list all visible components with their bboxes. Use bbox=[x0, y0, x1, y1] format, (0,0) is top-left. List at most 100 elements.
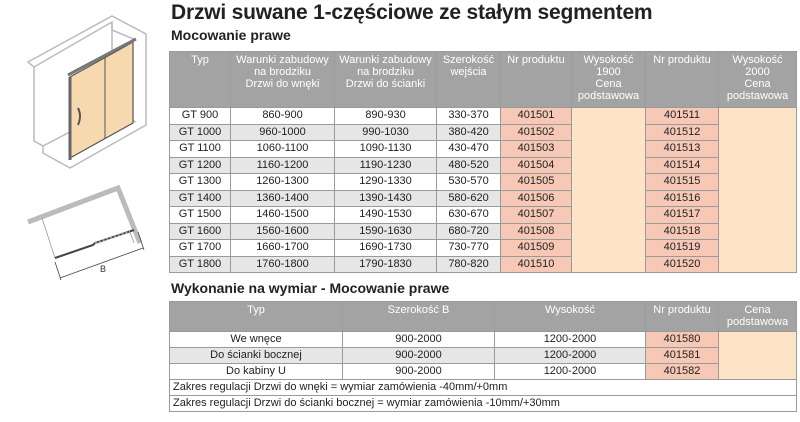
table-row: GT 1500 1460-1500 1490-1530 630-670 401507 40… bbox=[169, 206, 797, 224]
table-cell: 1560-1600 bbox=[230, 222, 335, 240]
product-number-cell: 401516 bbox=[645, 189, 719, 207]
table-row: GT 1700 1660-1700 1690-1730 730-770 401509 40… bbox=[169, 239, 797, 257]
table-cell: 1790-1830 bbox=[334, 255, 437, 273]
table-cell: GT 900 bbox=[169, 107, 231, 125]
product-number-cell: 401504 bbox=[500, 156, 572, 174]
price-cell bbox=[571, 107, 646, 273]
product-number-cell: 401514 bbox=[645, 156, 719, 174]
table-cell: 480-520 bbox=[436, 156, 501, 174]
product-number-cell: 401503 bbox=[500, 140, 572, 158]
table-cell: 1200-2000 bbox=[494, 331, 646, 348]
column-header: Nr produktu bbox=[500, 51, 572, 108]
table-cell: 1660-1700 bbox=[230, 239, 335, 257]
table-cell: GT 1600 bbox=[169, 222, 231, 240]
table-cell: 890-930 bbox=[334, 107, 437, 125]
table-cell: 900-2000 bbox=[342, 363, 495, 380]
table-cell: 1360-1400 bbox=[230, 189, 335, 207]
column-header: Wysokość 1900 Cena podstawowa bbox=[571, 51, 646, 108]
product-number-cell: 401581 bbox=[645, 347, 719, 364]
column-header: Cena podstawowa bbox=[718, 301, 797, 332]
page-title: Drzwi suwane 1-częściowe ze stałym segme… bbox=[171, 1, 653, 24]
table-cell: 380-420 bbox=[436, 123, 501, 141]
product-number-cell: 401520 bbox=[645, 255, 719, 273]
table-cell: 1490-1530 bbox=[334, 206, 437, 224]
product-number-cell: 401501 bbox=[500, 107, 572, 125]
product-number-cell: 401512 bbox=[645, 123, 719, 141]
table-cell: 780-820 bbox=[436, 255, 501, 273]
table-cell: 1690-1730 bbox=[334, 239, 437, 257]
table-row: GT 900 860-900 890-930 330-370 401501 401511 bbox=[169, 107, 797, 273]
section1-title: Mocowanie prawe bbox=[171, 27, 291, 43]
table-cell: 990-1030 bbox=[334, 123, 437, 141]
table-cell: 430-470 bbox=[436, 140, 501, 158]
table-row: We wnęce 900-2000 1200-2000 401580 bbox=[169, 331, 797, 380]
column-header: Szerokość wejścia bbox=[436, 51, 501, 108]
table-cell: GT 1800 bbox=[169, 255, 231, 273]
table-row: Do kabiny U 900-2000 1200-2000 401582 bbox=[169, 363, 797, 380]
table-row: GT 1200 1160-1200 1190-1230 480-520 401504 40… bbox=[169, 156, 797, 174]
column-header: Typ bbox=[169, 301, 343, 332]
table-cell: 1290-1330 bbox=[334, 173, 437, 191]
table-cell: 530-570 bbox=[436, 173, 501, 191]
dimension-label-b: B bbox=[100, 264, 106, 274]
product-number-cell: 401507 bbox=[500, 206, 572, 224]
table-cell: 630-670 bbox=[436, 206, 501, 224]
adjustment-note: Zakres regulacji Drzwi do ścianki boczne… bbox=[169, 395, 797, 412]
table-cell: 960-1000 bbox=[230, 123, 335, 141]
table-cell: 1390-1430 bbox=[334, 189, 437, 207]
table-cell: 860-900 bbox=[230, 107, 335, 125]
table-cell: 1760-1800 bbox=[230, 255, 335, 273]
table-cell: 1200-2000 bbox=[494, 347, 646, 364]
table-row: GT 1100 1060-1100 1090-1130 430-470 401503 40… bbox=[169, 140, 797, 158]
column-header: Szerokość B bbox=[342, 301, 495, 332]
note-row: Zakres regulacji Drzwi do wnęki = wymiar… bbox=[169, 379, 797, 396]
table-row: Do ścianki bocznej 900-2000 1200-2000 40158… bbox=[169, 347, 797, 364]
product-number-cell: 401518 bbox=[645, 222, 719, 240]
shower-door-illustration: B bbox=[26, 15, 147, 281]
table-row: GT 1800 1760-1800 1790-1830 780-820 401510 40… bbox=[169, 255, 797, 273]
product-number-cell: 401506 bbox=[500, 189, 572, 207]
table-cell: GT 1500 bbox=[169, 206, 231, 224]
column-header: Wysokość 2000 Cena podstawowa bbox=[718, 51, 797, 108]
product-number-cell: 401519 bbox=[645, 239, 719, 257]
note-row: Zakres regulacji Drzwi do ścianki boczne… bbox=[169, 395, 797, 412]
table-cell: GT 1200 bbox=[169, 156, 231, 174]
table-cell: GT 1300 bbox=[169, 173, 231, 191]
table-cell: 900-2000 bbox=[342, 347, 495, 364]
custom-products-table: Typ Szerokość B Wysokość Nr produktu Cena po… bbox=[169, 301, 797, 412]
product-number-cell: 401515 bbox=[645, 173, 719, 191]
table-row: GT 1400 1360-1400 1390-1430 580-620 401506 40… bbox=[169, 189, 797, 207]
standard-products-table: Typ Warunki zabudowy na brodziku Drzwi do… bbox=[169, 51, 797, 273]
product-number-cell: 401509 bbox=[500, 239, 572, 257]
table-cell: 1590-1630 bbox=[334, 222, 437, 240]
column-header: Nr produktu bbox=[645, 301, 719, 332]
product-number-cell: 401511 bbox=[645, 107, 719, 125]
table-cell: 1260-1300 bbox=[230, 173, 335, 191]
table-cell: 1190-1230 bbox=[334, 156, 437, 174]
product-number-cell: 401502 bbox=[500, 123, 572, 141]
table-cell: 1200-2000 bbox=[494, 363, 646, 380]
price-cell bbox=[718, 331, 797, 380]
table-cell: 680-720 bbox=[436, 222, 501, 240]
table-cell: 1160-1200 bbox=[230, 156, 335, 174]
table-row: GT 1300 1260-1300 1290-1330 530-570 401505 40… bbox=[169, 173, 797, 191]
product-number-cell: 401517 bbox=[645, 206, 719, 224]
table-cell: GT 1700 bbox=[169, 239, 231, 257]
column-header: Warunki zabudowy na brodziku Drzwi do wn… bbox=[230, 51, 335, 108]
product-number-cell: 401510 bbox=[500, 255, 572, 273]
table-row: GT 1000 960-1000 990-1030 380-420 401502 4015… bbox=[169, 123, 797, 141]
table-cell: 1060-1100 bbox=[230, 140, 335, 158]
table-cell: GT 1100 bbox=[169, 140, 231, 158]
product-number-cell: 401580 bbox=[645, 331, 719, 348]
table-row: GT 1600 1560-1600 1590-1630 680-720 401508 40… bbox=[169, 222, 797, 240]
table-cell: 580-620 bbox=[436, 189, 501, 207]
table-cell: GT 1000 bbox=[169, 123, 231, 141]
column-header: Nr produktu bbox=[645, 51, 719, 108]
table-cell: 1460-1500 bbox=[230, 206, 335, 224]
table-cell: We wnęce bbox=[169, 331, 343, 348]
product-number-cell: 401582 bbox=[645, 363, 719, 380]
product-number-cell: 401505 bbox=[500, 173, 572, 191]
table-cell: 730-770 bbox=[436, 239, 501, 257]
table-cell: GT 1400 bbox=[169, 189, 231, 207]
product-number-cell: 401513 bbox=[645, 140, 719, 158]
